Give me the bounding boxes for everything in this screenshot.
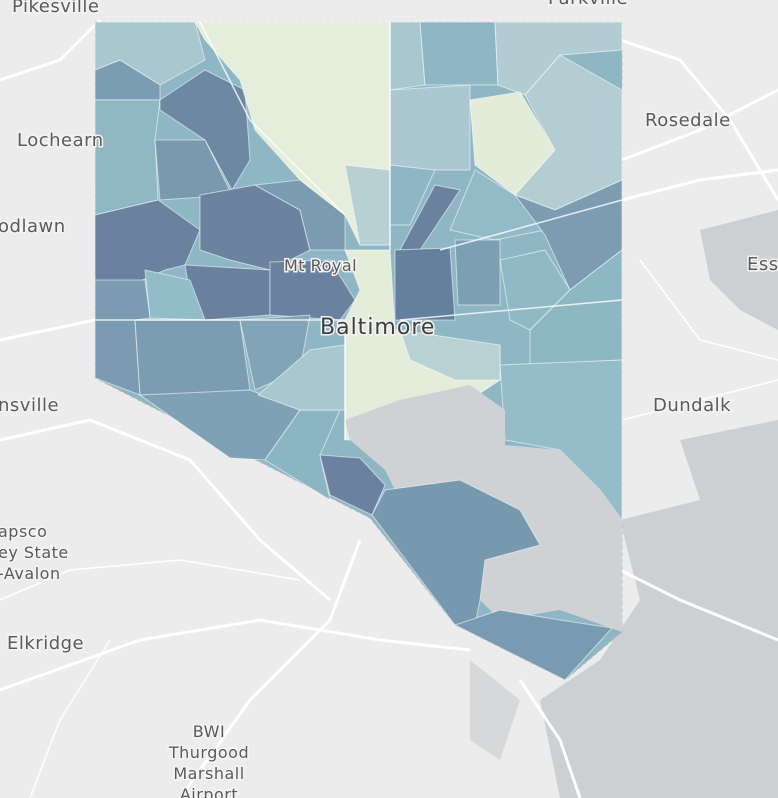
place-label: Mt Royal	[284, 256, 357, 275]
place-label: Lochearn	[17, 130, 104, 151]
neighborhood	[449, 169, 546, 241]
place-label: Pikesville	[12, 0, 99, 17]
neighborhood	[269, 259, 356, 321]
neighborhood	[399, 329, 501, 381]
neighborhood	[264, 409, 341, 502]
neighborhood	[389, 84, 471, 171]
neighborhood	[94, 59, 161, 101]
place-label: Airport	[180, 785, 238, 798]
neighborhood	[94, 99, 161, 216]
place-label: ey State	[0, 543, 69, 562]
choropleth	[94, 21, 623, 681]
city-label: Baltimore	[320, 315, 435, 340]
place-label: BWI	[193, 722, 225, 741]
place-label: Rosedale	[645, 110, 731, 131]
place-label: Thurgood	[168, 743, 249, 762]
neighborhood	[453, 609, 613, 681]
harbor	[345, 385, 622, 632]
place-label: nsville	[0, 395, 59, 416]
place-label: -Avalon	[0, 564, 61, 583]
place-label: Elkridge	[7, 633, 84, 654]
water	[540, 470, 778, 798]
water	[700, 210, 778, 330]
neighborhood	[134, 319, 251, 396]
neighborhood	[529, 248, 623, 366]
roads	[0, 18, 778, 798]
place-label: apsco	[0, 522, 47, 541]
neighborhood	[419, 21, 499, 86]
neighborhood	[159, 69, 251, 192]
place-label: Parkville	[548, 0, 628, 9]
water	[680, 420, 778, 500]
neighborhood	[454, 239, 501, 306]
neighborhood	[389, 21, 426, 91]
neighborhood	[394, 247, 456, 321]
water	[470, 660, 520, 760]
neighborhood	[319, 454, 386, 516]
place-label: odlawn	[0, 216, 66, 237]
place-label: Dundalk	[653, 395, 731, 416]
place-label: Marshall	[173, 764, 244, 783]
place-label: Ess	[747, 254, 778, 275]
